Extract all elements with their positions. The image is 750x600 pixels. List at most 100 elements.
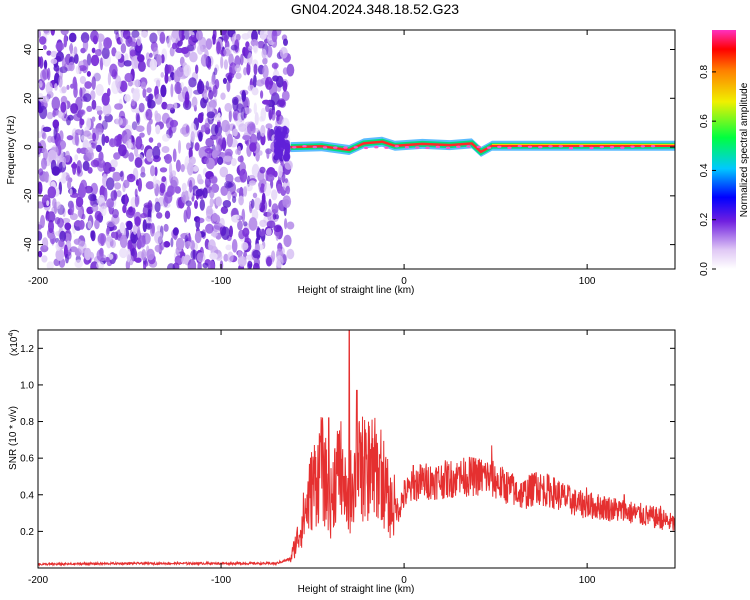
- noise-blob: [262, 57, 268, 65]
- noise-blob: [216, 41, 221, 55]
- noise-blob: [42, 126, 52, 132]
- noise-blob: [176, 197, 182, 209]
- ridge-peak: [394, 145, 399, 148]
- noise-blob: [259, 219, 267, 228]
- noise-blob: [126, 173, 136, 183]
- noise-blob: [266, 149, 270, 160]
- noise-blob: [180, 47, 189, 54]
- noise-blob: [146, 248, 155, 261]
- noise-blob: [249, 142, 257, 153]
- noise-blob: [129, 41, 137, 47]
- noise-blob: [135, 136, 143, 150]
- colorbar-ticks: 0.0 0.2 0.4 0.6 0.8: [699, 64, 716, 276]
- colorbar: 0.0 0.2 0.4 0.6 0.8 Normalized spectral ampl…: [699, 30, 750, 276]
- noise-blob: [220, 185, 229, 196]
- noise-blob: [164, 210, 171, 219]
- noise-blob: [76, 160, 82, 174]
- noise-blob: [122, 204, 127, 214]
- noise-blob: [92, 132, 96, 142]
- noise-blob: [152, 47, 159, 58]
- noise-blob: [95, 83, 104, 96]
- noise-blob: [181, 182, 187, 192]
- noise-blob: [91, 47, 96, 54]
- noise-blob: [90, 54, 100, 67]
- noise-blob: [74, 154, 79, 161]
- noise-blob: [117, 58, 126, 68]
- noise-blob: [48, 174, 52, 186]
- noise-blob: [186, 205, 192, 220]
- noise-blob: [276, 183, 282, 194]
- noise-blob: [60, 30, 69, 36]
- noise-blob: [154, 231, 163, 244]
- noise-blob: [241, 208, 246, 223]
- colorbar-tick-label: 0.6: [699, 114, 710, 128]
- snr-ytick-label: 0.2: [20, 527, 34, 538]
- noise-blob: [96, 33, 105, 43]
- noise-blob: [271, 30, 278, 43]
- noise-blob: [192, 165, 199, 172]
- noise-blob: [38, 250, 43, 258]
- noise-blob: [55, 201, 61, 210]
- noise-blob: [223, 253, 229, 262]
- noise-blob: [258, 182, 262, 188]
- noise-blob: [66, 84, 70, 90]
- noise-blob: [145, 216, 153, 224]
- noise-blob: [95, 144, 102, 153]
- noise-blob: [43, 59, 48, 70]
- snr-frame: [37, 329, 676, 569]
- noise-blob: [114, 103, 124, 110]
- noise-blob: [155, 124, 161, 135]
- chart-title: GN04.2024.348.18.52.G23: [290, 1, 460, 17]
- noise-blob: [43, 45, 47, 50]
- snr-multiplier-exp: 4: [8, 333, 15, 337]
- noise-blob: [209, 197, 214, 208]
- noise-blob: [223, 48, 231, 57]
- noise-blob: [132, 89, 140, 102]
- noise-blob: [246, 62, 251, 76]
- noise-blob: [273, 138, 279, 146]
- noise-blob: [137, 178, 142, 192]
- noise-blob: [165, 103, 175, 111]
- noise-blob: [261, 48, 267, 59]
- noise-region: [38, 30, 295, 269]
- noise-blob: [242, 135, 251, 141]
- noise-blob: [224, 148, 233, 157]
- noise-blob: [96, 249, 104, 261]
- noise-blob: [247, 123, 256, 135]
- noise-blob: [195, 30, 203, 41]
- noise-blob: [50, 50, 58, 58]
- noise-blob: [122, 30, 131, 40]
- noise-blob: [74, 259, 83, 269]
- noise-blob: [271, 250, 276, 262]
- noise-blob: [197, 44, 204, 55]
- ridge-peak: [456, 145, 461, 148]
- noise-blob: [38, 30, 42, 38]
- noise-blob: [69, 188, 73, 196]
- noise-blob: [148, 137, 154, 143]
- noise-blob: [247, 45, 253, 52]
- noise-blob: [236, 187, 245, 194]
- noise-blob: [282, 195, 292, 209]
- noise-blob: [90, 159, 100, 168]
- noise-blob: [185, 200, 192, 207]
- noise-blob: [108, 138, 117, 148]
- heatmap-xtick-label: -200: [28, 276, 48, 287]
- noise-blob: [223, 59, 228, 70]
- noise-blob: [159, 241, 165, 251]
- noise-blob: [50, 30, 55, 36]
- noise-blob: [55, 248, 65, 261]
- noise-blob: [279, 170, 283, 177]
- noise-blob: [90, 90, 96, 101]
- noise-blob: [285, 143, 291, 150]
- noise-blob: [146, 121, 152, 136]
- noise-blob: [98, 114, 102, 121]
- noise-blob: [186, 142, 191, 151]
- noise-blob: [188, 77, 197, 88]
- noise-blob: [243, 67, 248, 76]
- noise-blob: [253, 197, 262, 210]
- noise-blob: [175, 159, 181, 172]
- snr-xlabel: Height of straight line (km): [298, 584, 415, 595]
- colorbar-label: Normalized spectral amplitude: [739, 82, 750, 217]
- noise-blob: [178, 140, 181, 154]
- noise-blob: [180, 82, 184, 89]
